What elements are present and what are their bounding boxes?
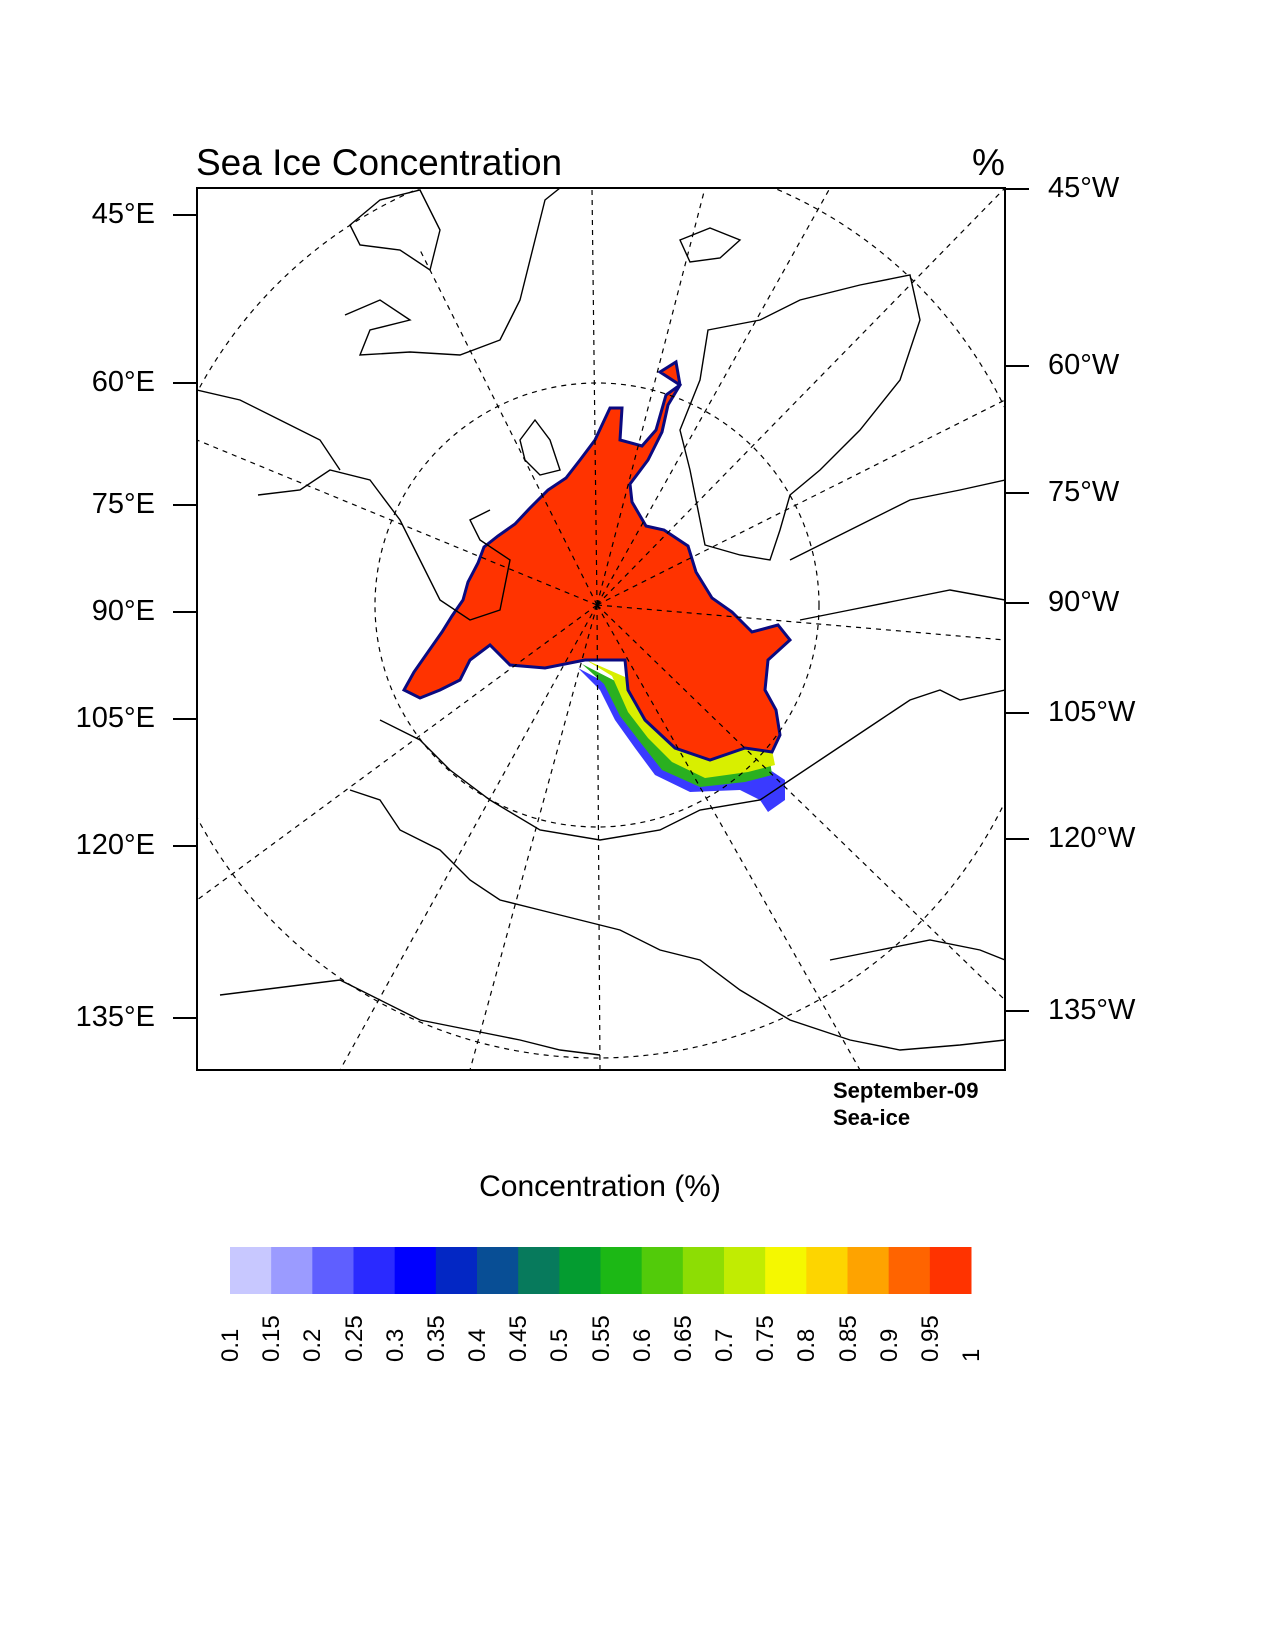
map-title: Sea Ice Concentration bbox=[196, 142, 563, 183]
colorbar-box bbox=[929, 1247, 972, 1294]
colorbar-box bbox=[847, 1247, 890, 1294]
colorbar-box bbox=[641, 1247, 684, 1294]
lon-label-left: 105°E bbox=[75, 702, 155, 734]
lon-label-left: 120°E bbox=[75, 829, 155, 861]
colorbar-label: 0.95 bbox=[916, 1315, 944, 1362]
colorbar-label: 0.6 bbox=[628, 1328, 656, 1362]
colorbar-label: 0.15 bbox=[258, 1315, 286, 1362]
colorbar-box bbox=[600, 1247, 643, 1294]
colorbar-box bbox=[353, 1247, 396, 1294]
colorbar-title: Concentration (%) bbox=[479, 1170, 721, 1203]
map-frame bbox=[196, 187, 1006, 1071]
colorbar-label: 0.25 bbox=[340, 1315, 368, 1362]
map-footer: September-09 Sea-ice bbox=[833, 1077, 979, 1131]
lon-label-right: 120°W bbox=[1048, 822, 1136, 854]
lon-label-left: 60°E bbox=[91, 366, 155, 398]
colorbar-label: 0.55 bbox=[587, 1315, 615, 1362]
colorbar-box bbox=[682, 1247, 725, 1294]
colorbar-label: 0.85 bbox=[834, 1315, 862, 1362]
coastlines bbox=[197, 188, 1005, 1056]
colorbar-box bbox=[230, 1247, 272, 1294]
colorbar-box bbox=[888, 1247, 931, 1294]
lon-label-right: 135°W bbox=[1048, 994, 1136, 1026]
units-label: % bbox=[972, 142, 1005, 183]
graticule bbox=[197, 188, 1005, 1070]
lon-label-left: 75°E bbox=[91, 488, 155, 520]
footer-variable: Sea-ice bbox=[833, 1105, 911, 1130]
lon-label-right: 45°W bbox=[1048, 172, 1120, 204]
colorbar-box bbox=[765, 1247, 807, 1294]
colorbar-label: 1 bbox=[958, 1348, 985, 1362]
colorbar-label: 0.2 bbox=[299, 1328, 327, 1362]
lon-label-left: 90°E bbox=[91, 595, 155, 627]
colorbar-box bbox=[435, 1247, 478, 1294]
lon-label-right: 75°W bbox=[1048, 476, 1120, 508]
lon-label-right: 60°W bbox=[1048, 349, 1120, 381]
lon-label-left: 135°E bbox=[75, 1001, 155, 1033]
colorbar-label: 0.4 bbox=[464, 1328, 491, 1362]
colorbar-label: 0.8 bbox=[793, 1328, 821, 1362]
colorbar-box bbox=[518, 1247, 560, 1294]
colorbar-box bbox=[477, 1247, 519, 1294]
colorbar-label: 0.5 bbox=[546, 1328, 574, 1362]
colorbar-box bbox=[312, 1247, 354, 1294]
colorbar-box bbox=[559, 1247, 601, 1294]
colorbar-box bbox=[806, 1247, 848, 1294]
lon-label-left: 45°E bbox=[91, 198, 155, 230]
colorbar-label: 0.7 bbox=[711, 1328, 738, 1362]
colorbar-label: 0.75 bbox=[752, 1315, 780, 1362]
lon-label-right: 90°W bbox=[1048, 586, 1120, 618]
colorbar-box bbox=[394, 1247, 437, 1294]
footer-date: September-09 bbox=[833, 1078, 979, 1103]
colorbar-label: 0.45 bbox=[505, 1315, 533, 1362]
colorbar-box bbox=[724, 1247, 766, 1294]
colorbar-label: 0.9 bbox=[875, 1328, 903, 1362]
colorbar-label: 0.3 bbox=[381, 1328, 409, 1362]
colorbar-label: 0.35 bbox=[422, 1315, 450, 1362]
colorbar-label: 0.1 bbox=[217, 1328, 244, 1362]
colorbar-label: 0.65 bbox=[669, 1315, 697, 1362]
lon-label-right: 105°W bbox=[1048, 696, 1136, 728]
colorbar-box bbox=[271, 1247, 313, 1294]
